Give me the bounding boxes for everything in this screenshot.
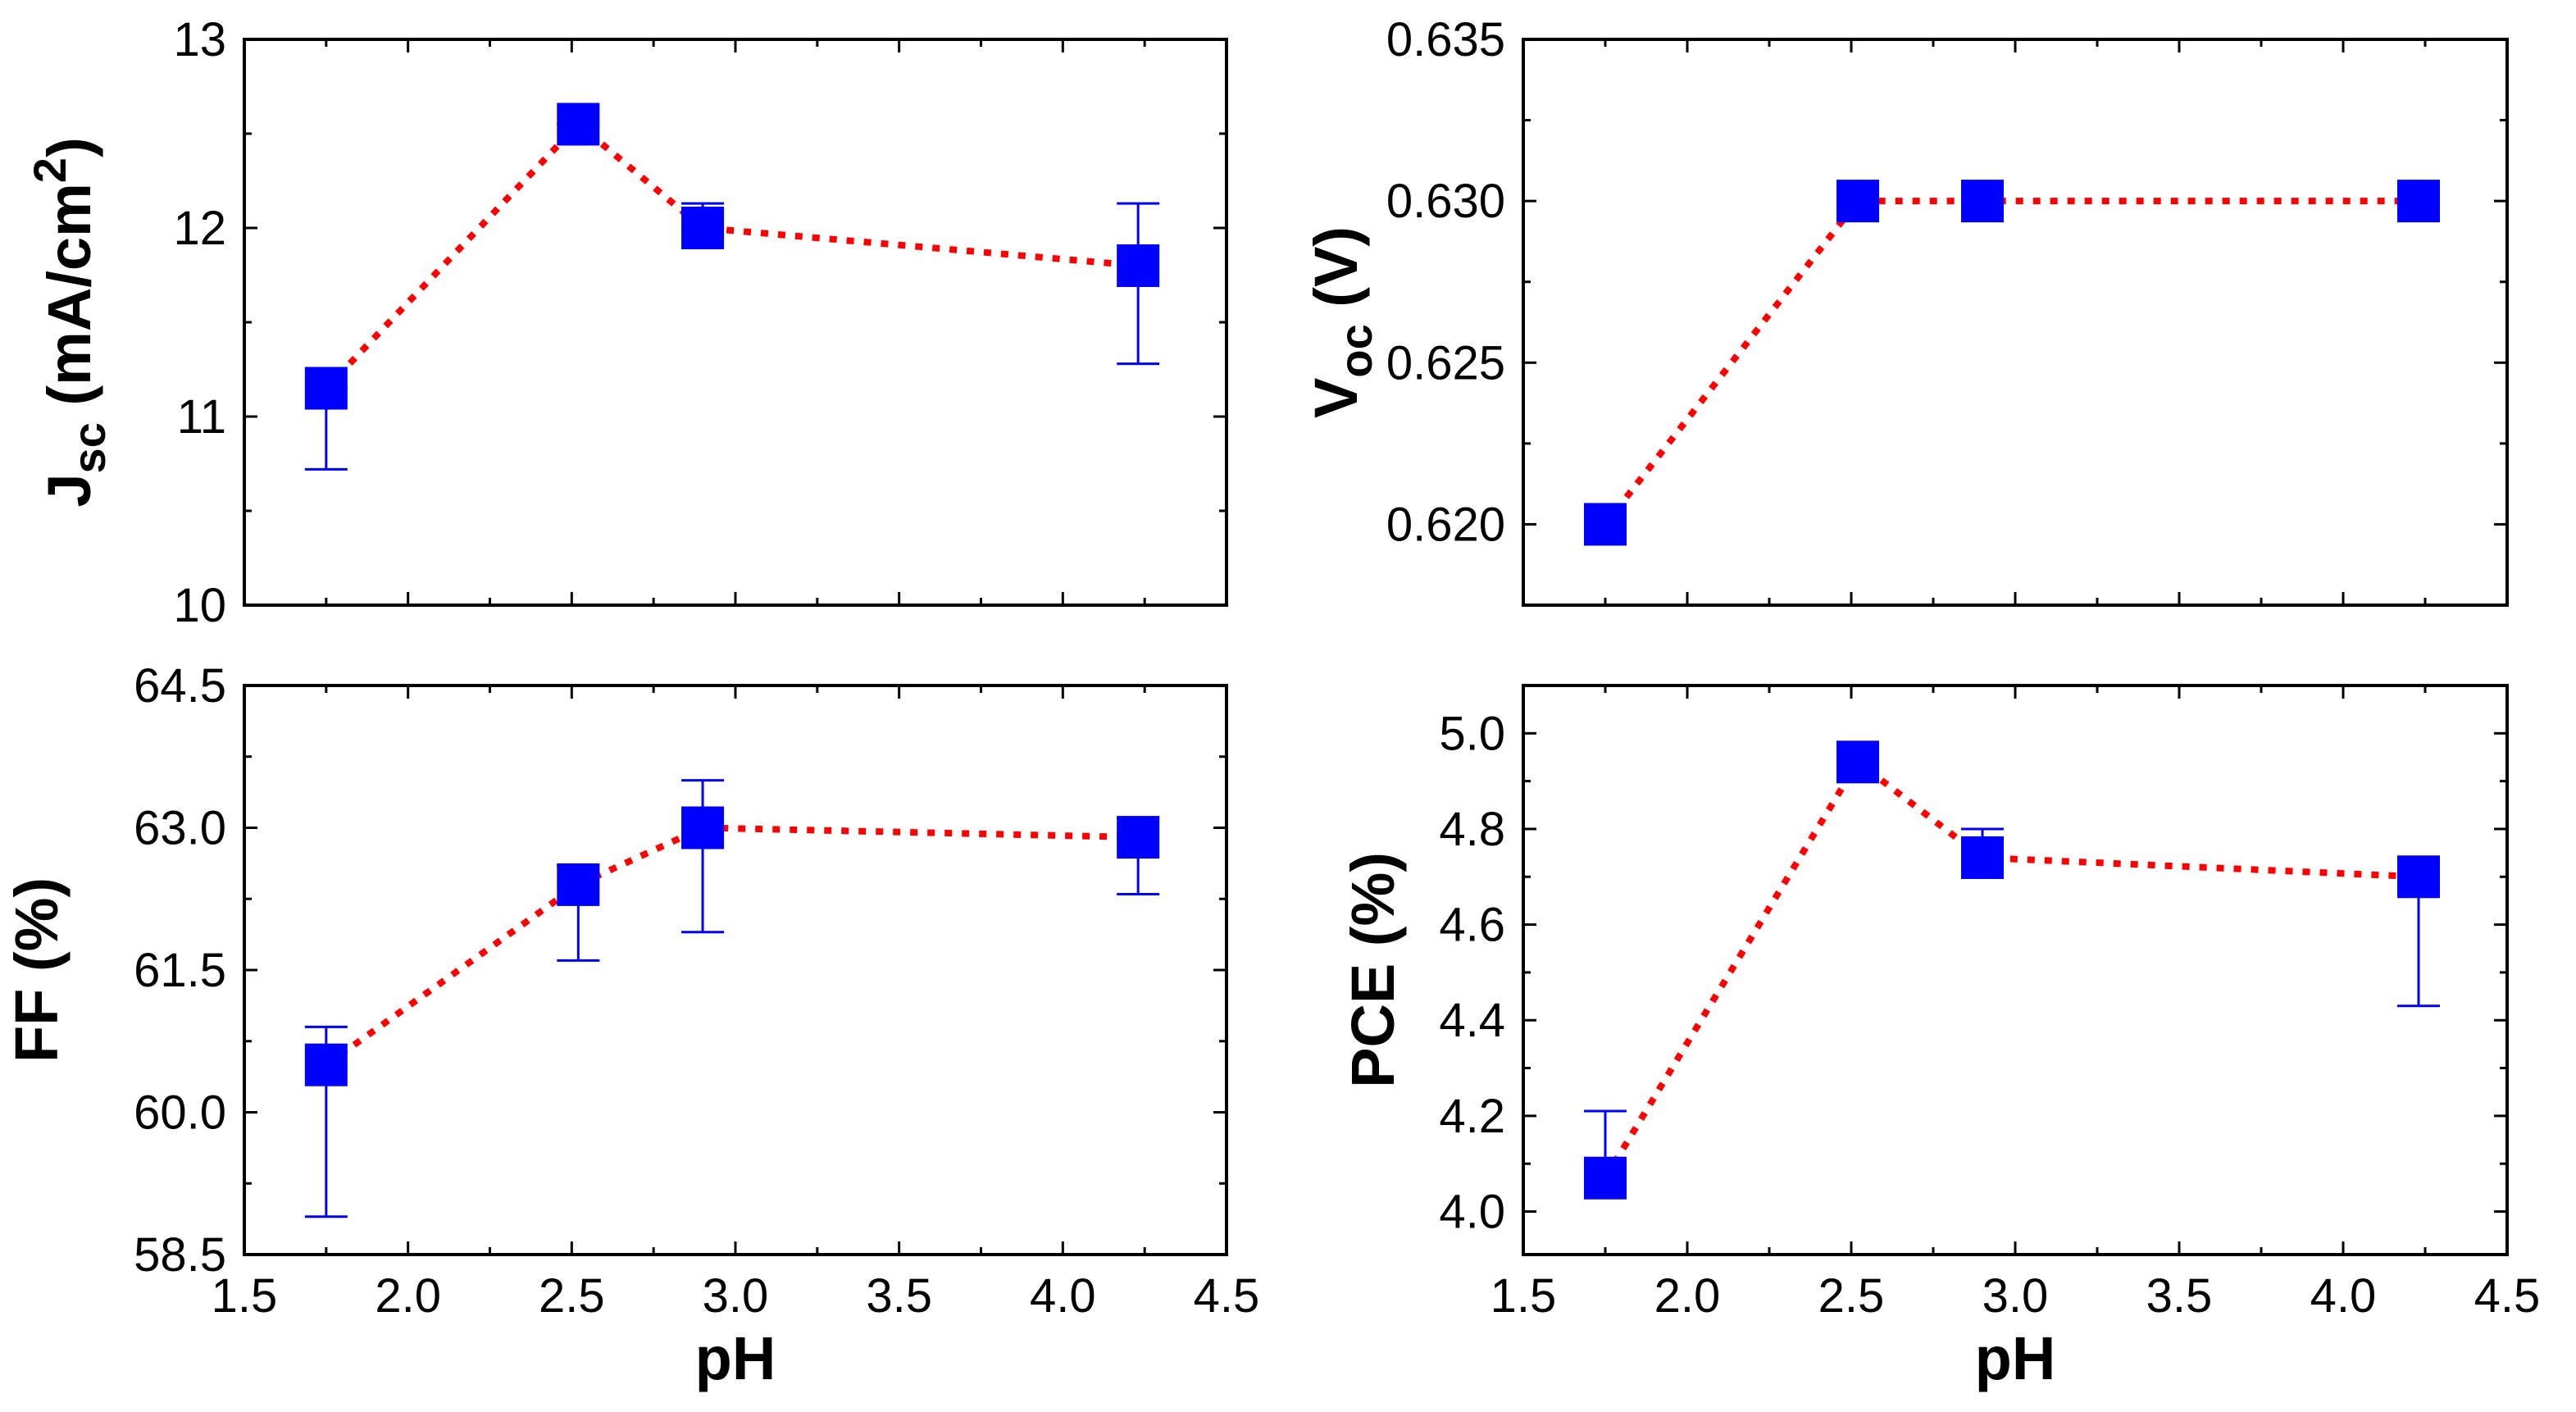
ff-y-axis-title-part: FF (%) (2, 877, 71, 1063)
jsc-y-tick-label: 10 (173, 579, 226, 632)
voc-data-point (1584, 503, 1627, 546)
pce-y-tick-label: 5.0 (1439, 707, 1505, 760)
pce-x-axis-title: pH (1975, 1324, 2056, 1392)
pce-y-tick-label: 4.2 (1439, 1090, 1505, 1143)
ff-y-tick-label: 63.0 (134, 802, 226, 855)
ff-y-tick-label: 58.5 (134, 1228, 226, 1282)
pce-y-axis-title-part: PCE (%) (1339, 852, 1407, 1088)
pce-x-tick-label: 4.0 (2310, 1269, 2377, 1323)
ff-data-point (681, 806, 725, 849)
pce-y-tick-label: 4.4 (1439, 994, 1505, 1047)
jsc-series-line (323, 120, 1139, 391)
panel-voc: 0.620 0.625 0.630 0.635 Voc (V) (1302, 13, 2509, 607)
pce-x-tick-label: 2.0 (1654, 1269, 1721, 1323)
pce-plot-frame (1522, 684, 2509, 1256)
pce-y-axis-title: PCE (%) (1339, 852, 1407, 1088)
jsc-y-axis-title: Jsc (mA/cm2) (24, 137, 115, 507)
pce-data-point (1836, 740, 1879, 784)
voc-data-point (1836, 180, 1879, 223)
pce-y-tick-label: 4.0 (1439, 1186, 1505, 1239)
pce-data-point (1961, 836, 2004, 879)
ff-x-tick-label: 3.5 (866, 1269, 932, 1323)
jsc-data-point (681, 207, 725, 249)
pce-x-tick-label: 2.5 (1818, 1269, 1885, 1323)
voc-plot-frame (1522, 38, 2509, 607)
voc-y-axis-title-part: oc (1330, 324, 1381, 377)
pce-x-tick-label: 3.0 (1982, 1269, 2049, 1323)
jsc-y-tick-label: 12 (173, 202, 226, 255)
pce-x-tick-label: 3.5 (2146, 1269, 2213, 1323)
ff-x-tick-label: 2.5 (539, 1269, 605, 1323)
voc-y-tick-label: 0.630 (1386, 175, 1505, 228)
ff-y-tick-label: 60.0 (134, 1086, 226, 1140)
pce-data-point (2397, 855, 2440, 899)
voc-data-point (2397, 180, 2440, 223)
voc-y-tick-label: 0.620 (1386, 498, 1505, 551)
jsc-y-axis-title-part: sc (63, 422, 115, 473)
voc-series-line (1602, 198, 2419, 526)
pce-x-tick-label: 1.5 (1491, 1269, 1557, 1323)
ff-data-point (557, 863, 600, 906)
jsc-data-point (557, 102, 600, 146)
voc-y-axis-title-part: V (1302, 378, 1370, 418)
jsc-y-axis-title-part: (mA/cm (35, 183, 103, 422)
voc-data-point (1961, 180, 2004, 223)
jsc-y-tick-label: 13 (173, 13, 226, 66)
jsc-y-axis-title-part: 2 (24, 157, 75, 183)
jsc-y-tick-label: 11 (177, 390, 226, 444)
ff-x-tick-label: 4.5 (1194, 1269, 1260, 1323)
jsc-data-point (1117, 244, 1160, 287)
ff-data-point (1117, 816, 1160, 859)
voc-y-tick-label: 0.625 (1386, 336, 1505, 389)
voc-y-axis-title-part: (V) (1302, 226, 1370, 324)
panel-jsc: 10 11 12 13 Jsc (mA/cm2) (24, 13, 1228, 632)
jsc-y-axis-title-part: J (35, 473, 103, 507)
voc-y-axis-title: Voc (V) (1302, 226, 1381, 418)
pce-y-tick-label: 4.6 (1439, 899, 1505, 952)
pce-y-tick-label: 4.8 (1439, 803, 1505, 856)
pce-x-tick-label: 4.5 (2474, 1269, 2541, 1323)
ff-x-tick-label: 3.0 (703, 1269, 769, 1323)
jsc-data-point (304, 367, 348, 410)
ff-x-tick-label: 2.0 (375, 1269, 441, 1323)
ff-x-tick-label: 4.0 (1030, 1269, 1096, 1323)
ff-x-tick-label: 1.5 (212, 1269, 278, 1323)
ff-series-line (324, 824, 1139, 1068)
panel-ff: 1.5 2.0 2.5 3.0 3.5 4.0 4.5 58.5 60.0 61.5 63.0 64.… (2, 659, 1259, 1392)
pce-data-point (1584, 1156, 1627, 1200)
pce-series-line (1602, 757, 2419, 1180)
ff-data-point (304, 1043, 348, 1086)
voc-y-tick-label: 0.635 (1386, 13, 1505, 66)
jsc-y-axis-title-part: ) (35, 137, 103, 157)
ff-y-axis-title: FF (%) (2, 877, 71, 1063)
ff-x-axis-title: pH (695, 1324, 776, 1392)
ff-y-tick-label: 61.5 (134, 944, 226, 997)
ff-y-tick-label: 64.5 (134, 659, 226, 713)
panel-pce: 1.5 2.0 2.5 3.0 3.5 4.0 4.5 4.0 4.2 4.4 4.6 4.8 5.0 P… (1339, 684, 2541, 1392)
ff-plot-frame (243, 684, 1228, 1256)
